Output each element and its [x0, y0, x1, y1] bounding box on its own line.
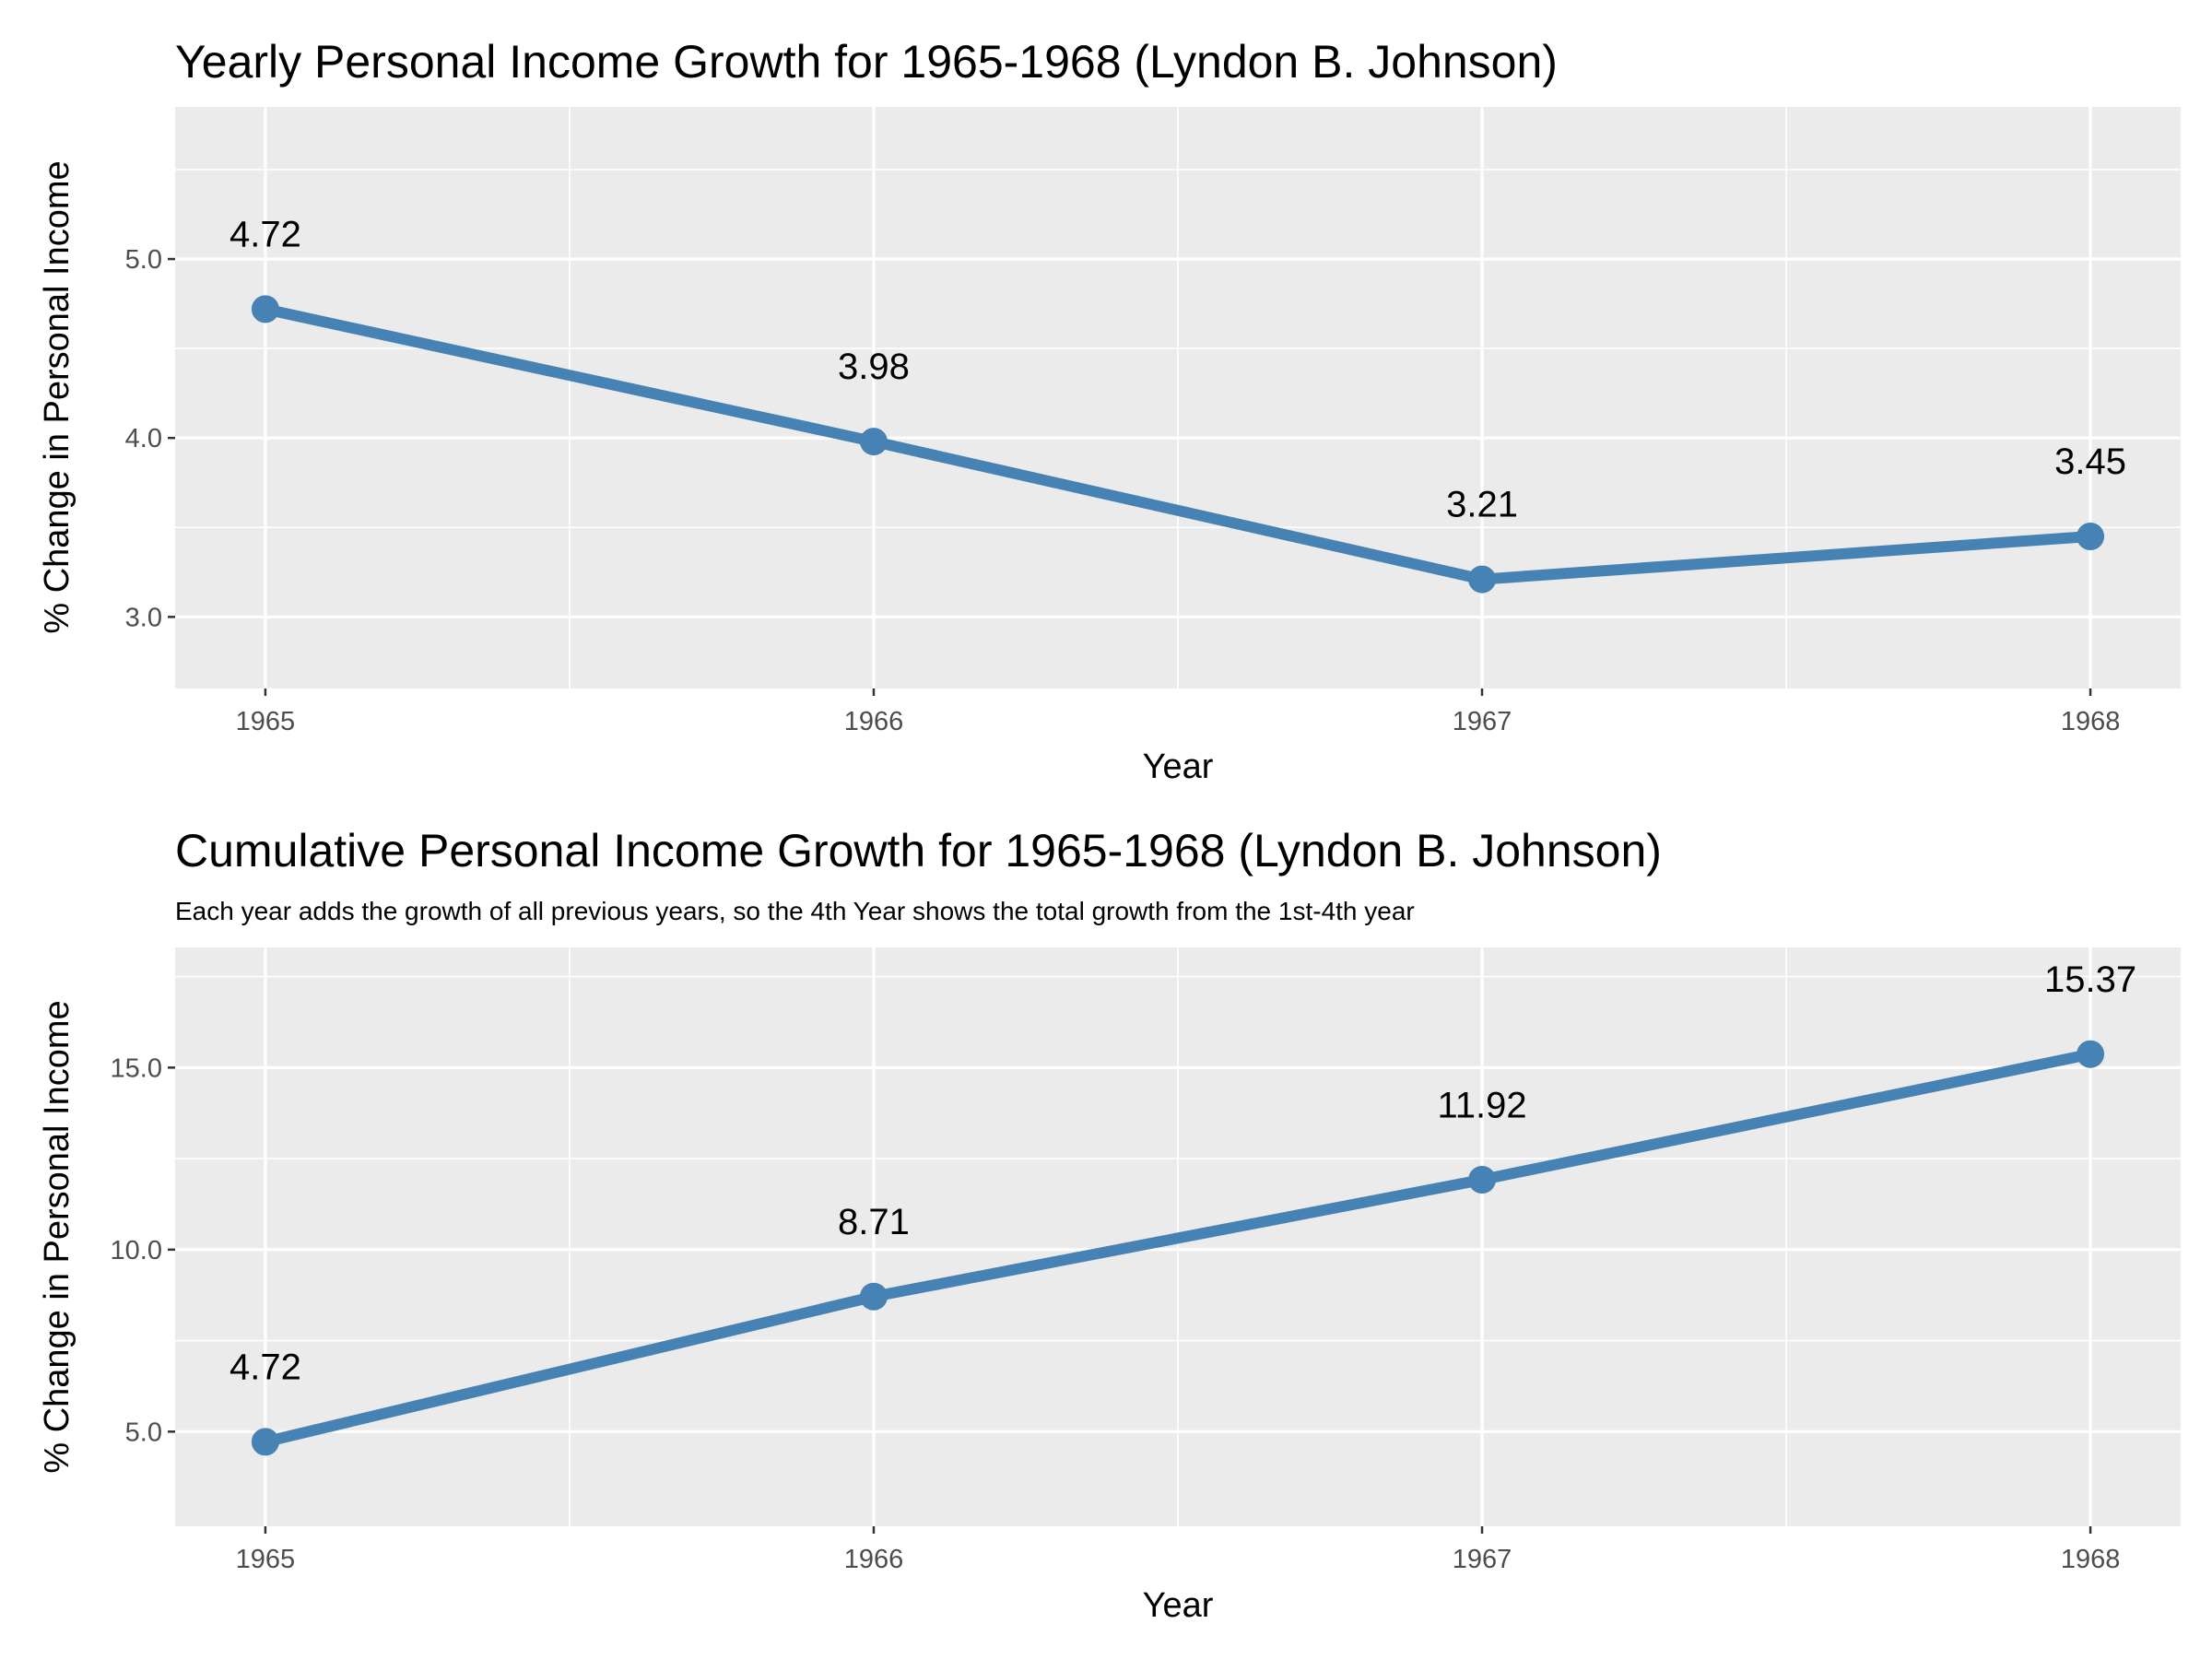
- y-tick-label: 5.0: [125, 1418, 162, 1447]
- data-label: 4.72: [229, 1347, 301, 1388]
- y-tick-label: 4.0: [125, 424, 162, 453]
- chart-title: Cumulative Personal Income Growth for 19…: [175, 825, 1662, 877]
- y-axis-ticks: [168, 257, 175, 618]
- grid-lines: [175, 947, 2181, 1526]
- y-tick-label: 10.0: [111, 1236, 162, 1265]
- data-label: 11.92: [1437, 1085, 1526, 1125]
- x-axis-ticks: [264, 1526, 2092, 1534]
- grid-lines: [175, 107, 2181, 688]
- data-point: [1468, 565, 1497, 594]
- chart-cumulative: Cumulative Personal Income Growth for 19…: [38, 825, 2181, 1625]
- data-label: 3.21: [1446, 485, 1518, 525]
- data-point: [859, 428, 888, 456]
- x-tick-label: 1966: [844, 1545, 904, 1574]
- y-tick-label: 3.0: [125, 603, 162, 632]
- x-axis-title: Year: [1143, 1586, 1214, 1625]
- chart-subtitle: Each year adds the growth of all previou…: [175, 897, 1415, 925]
- series-line: [264, 1048, 2092, 1448]
- x-axis-title: Year: [1143, 747, 1214, 786]
- data-point: [2077, 522, 2105, 550]
- data-label: 3.45: [2054, 441, 2126, 482]
- y-tick-labels: 3.0 4.0 5.0: [125, 245, 162, 632]
- data-points: [251, 1040, 2105, 1456]
- y-tick-label: 15.0: [111, 1053, 162, 1083]
- data-point: [251, 295, 279, 324]
- x-tick-label: 1967: [1453, 707, 1512, 736]
- x-tick-label: 1968: [2061, 707, 2121, 736]
- x-tick-labels: 1965 1966 1967 1968: [236, 1545, 2121, 1574]
- y-axis-title: % Change in Personal Income: [38, 160, 76, 633]
- x-tick-label: 1965: [236, 707, 296, 736]
- data-labels: 4.72 3.98 3.21 3.45: [229, 214, 2126, 524]
- data-label: 15.37: [2044, 959, 2136, 1000]
- data-point: [251, 1428, 279, 1456]
- data-label: 8.71: [838, 1202, 910, 1242]
- y-tick-labels: 5.0 10.0 15.0: [111, 1053, 162, 1447]
- x-tick-labels: 1965 1966 1967 1968: [236, 707, 2121, 736]
- y-axis-title: % Change in Personal Income: [38, 1000, 76, 1473]
- x-tick-label: 1967: [1453, 1545, 1512, 1574]
- chart-title: Yearly Personal Income Growth for 1965-1…: [175, 36, 1558, 88]
- x-axis-ticks: [264, 688, 2092, 696]
- y-tick-label: 5.0: [125, 245, 162, 275]
- data-label: 3.98: [838, 347, 910, 387]
- data-point: [1468, 1165, 1497, 1194]
- data-label: 4.72: [229, 214, 301, 254]
- x-tick-label: 1966: [844, 707, 904, 736]
- y-axis-ticks: [168, 1066, 175, 1433]
- data-point: [2077, 1040, 2105, 1068]
- series-line: [264, 303, 2091, 585]
- x-tick-label: 1968: [2061, 1545, 2121, 1574]
- data-points: [251, 295, 2105, 594]
- data-point: [859, 1282, 888, 1311]
- x-tick-label: 1965: [236, 1545, 296, 1574]
- chart-yearly: Yearly Personal Income Growth for 1965-1…: [38, 36, 2181, 786]
- data-labels: 4.72 8.71 11.92 15.37: [229, 959, 2136, 1388]
